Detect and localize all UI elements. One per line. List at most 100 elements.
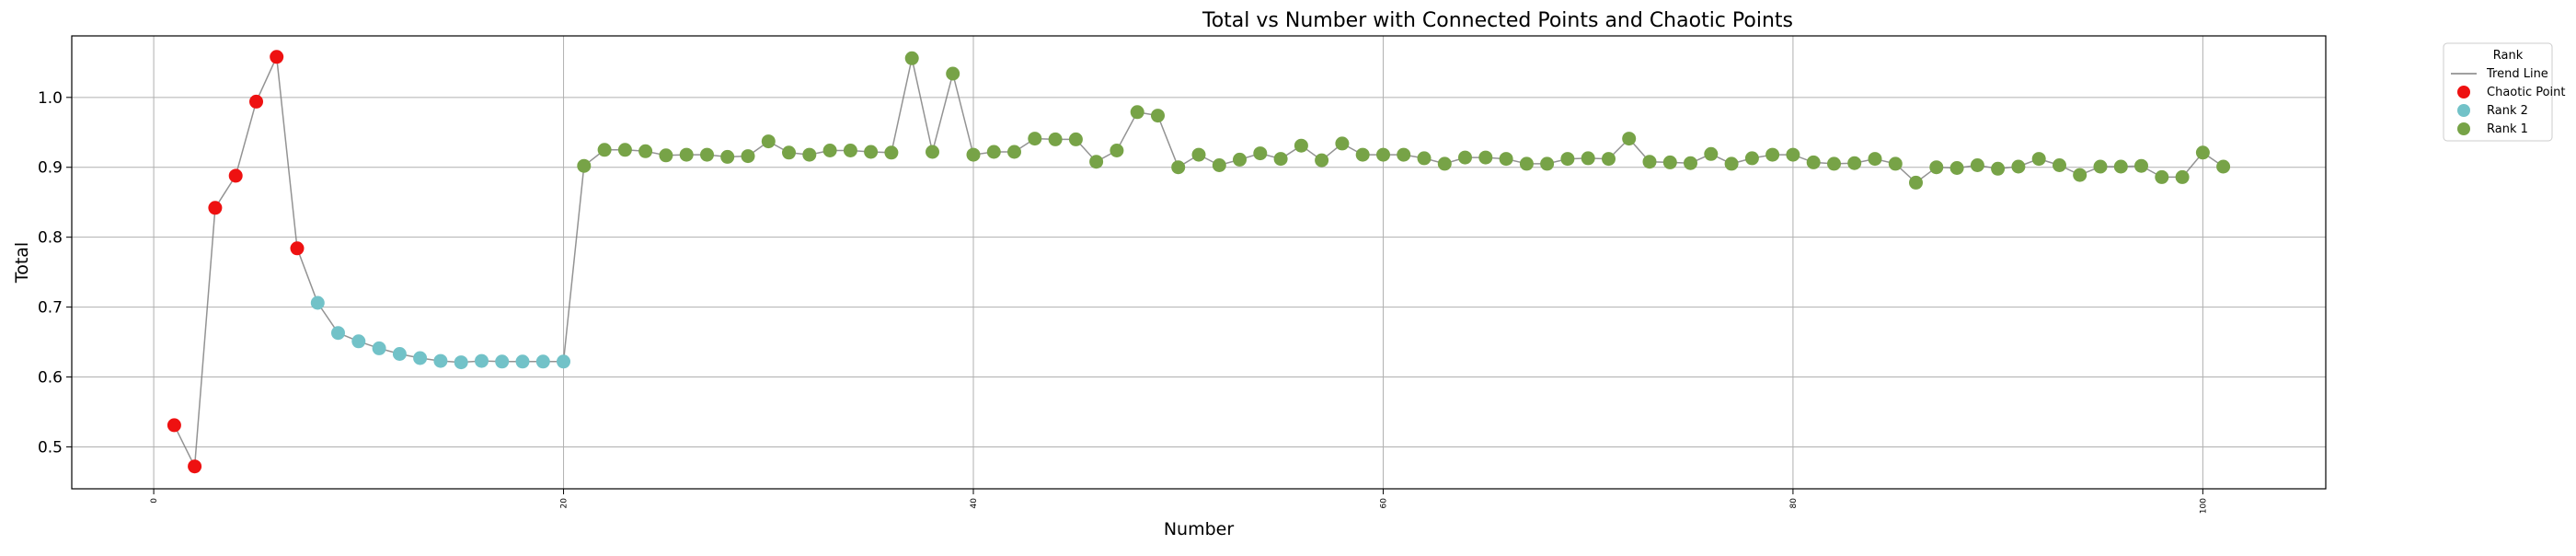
rank1-point [1089,155,1104,169]
rank1-point [2093,159,2108,174]
rank1-point [1458,150,1472,165]
rank1-point [1397,147,1411,162]
rank1-point [741,149,755,164]
rank1-point [1007,145,1021,159]
data-points-layer [167,50,2231,474]
rank1-point [864,145,879,159]
rank1-point [1315,153,1329,168]
rank1-point [1478,150,1493,165]
rank1-point [617,143,632,157]
legend-trend-line-label: Trend Line [2486,67,2548,81]
rank1-point [1191,147,1206,162]
legend-chaotic-label: Chaotic Point [2487,86,2566,99]
rank2-point [454,355,468,370]
chaotic-point [290,241,305,256]
y-tick-label: 0.6 [38,369,63,388]
rank1-point [1704,146,1719,161]
rank1-point [1519,156,1534,171]
plot-area-frame [71,35,2327,490]
rank1-point [1028,132,1042,146]
rank2-point [310,295,325,310]
x-axis-label: Number [1164,519,1235,539]
rank1-point [2155,169,2169,184]
rank1-point [1376,147,1390,162]
y-tick-label: 0.5 [38,438,63,457]
rank1-point [1909,175,1923,190]
rank1-point [2113,159,2128,174]
rank1-point [1642,155,1657,169]
rank1-point [1622,132,1637,146]
rank1-point [597,143,612,157]
legend-rank1-swatch [2457,122,2470,135]
rank1-point [1335,136,1350,151]
chart-title: Total vs Number with Connected Points an… [1202,9,1793,32]
rank1-point [802,147,817,162]
x-tick-label: 80 [1789,498,1799,509]
rank1-point [1602,152,1616,167]
rank1-point [1048,132,1063,146]
rank1-point [1662,155,1677,169]
rank1-point [1437,156,1452,171]
rank1-point [1868,152,1882,167]
rank1-point [966,147,981,162]
rank1-point [679,147,694,162]
rank1-point [659,148,673,163]
rank1-point [2216,159,2231,174]
x-tick-label: 60 [1379,498,1388,509]
rank2-point [475,353,489,368]
legend-title: Rank [2493,49,2524,63]
rank1-point [1929,160,1944,175]
rank1-point [843,144,857,157]
rank1-point [1499,152,1513,167]
legend: Rank Trend Line Chaotic Point Rank 2 Ran… [2443,42,2566,142]
rank1-point [1130,105,1144,120]
rank1-point [2053,158,2066,172]
rank1-point [1827,156,1841,171]
rank1-point [1110,144,1124,157]
rank1-point [700,147,714,162]
rank1-point [1068,132,1083,146]
x-axis-ticks: 0 20 40 60 80 100 [150,489,2208,514]
rank2-point [433,353,448,368]
rank1-point [1294,138,1308,153]
rank1-point [1355,147,1370,162]
rank1-point [1970,158,1984,172]
rank1-point [638,144,653,158]
rank1-point [1949,161,1964,175]
rank1-point [822,144,837,157]
rank1-point [1765,147,1780,162]
rank1-point [2175,169,2190,184]
grid-lines [72,36,2326,489]
rank1-point [1744,151,1759,166]
x-tick-label: 100 [2199,498,2208,514]
rank1-point [1806,155,1821,169]
rank1-point [2195,145,2210,160]
rank1-point [761,134,776,149]
rank1-point [986,145,1001,159]
rank2-point [413,351,428,365]
x-tick-label: 0 [150,498,159,504]
y-axis-ticks: 0.5 0.6 0.7 0.8 0.9 1.0 [38,89,72,457]
rank1-point [2134,158,2148,173]
rank1-point [1888,156,1903,171]
rank1-point [1847,156,1862,170]
rank2-point [372,341,386,355]
rank1-point [1684,156,1697,170]
chaotic-point [167,418,181,433]
rank1-point [1991,161,2006,176]
legend-chaotic-swatch [2457,86,2470,98]
legend-rank2-swatch [2457,104,2470,117]
rank1-point [884,145,899,160]
rank1-point [782,145,796,160]
chaotic-point [228,168,243,183]
legend-box [2443,42,2553,142]
rank1-point [904,51,919,65]
rank1-point [720,149,735,164]
rank1-point [1151,109,1165,123]
y-tick-label: 0.9 [38,159,63,178]
chaotic-point [188,459,202,474]
x-tick-label: 20 [560,498,569,509]
